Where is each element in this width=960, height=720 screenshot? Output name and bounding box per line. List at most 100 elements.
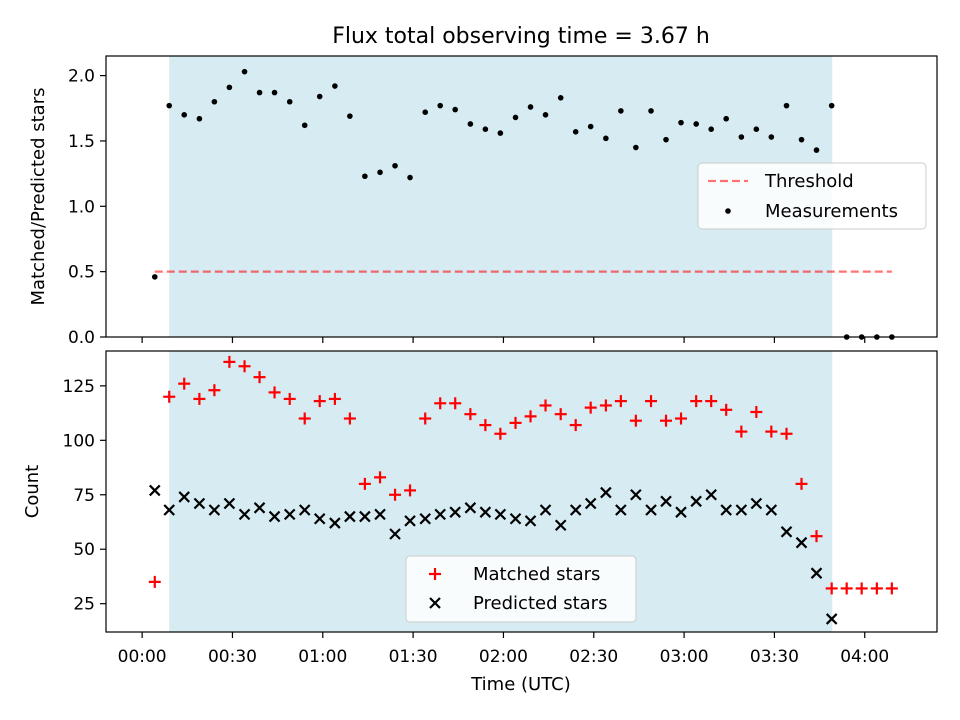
predicted-star-marker	[660, 495, 672, 508]
matched-star-marker	[750, 405, 763, 418]
matched-star-marker	[870, 582, 883, 595]
matched-star-marker	[885, 582, 898, 595]
matched-star-marker	[780, 427, 793, 440]
measurement-point	[633, 144, 639, 151]
matched-star-marker	[494, 427, 507, 440]
matched-star-marker	[675, 412, 688, 425]
measurement-point	[452, 106, 459, 113]
predicted-star-marker	[539, 504, 552, 516]
ratio-y-tick-label: 2.0	[68, 67, 95, 87]
predicted-star-marker	[795, 536, 808, 549]
matched-star-marker	[238, 360, 251, 373]
measurement-point	[407, 174, 413, 181]
predicted-star-marker	[419, 512, 431, 525]
matched-star-marker	[313, 395, 326, 408]
measurement-point	[828, 102, 835, 109]
predicted-star-marker	[389, 528, 401, 540]
matched-star-marker	[389, 488, 402, 501]
measurement-point	[603, 135, 609, 142]
matched-star-marker	[358, 477, 371, 490]
predicted-star-marker	[690, 495, 702, 508]
measurement-point	[226, 84, 233, 91]
matched-star-marker	[208, 384, 221, 397]
measurement-point	[753, 126, 760, 132]
count-y-tick-label: 125	[63, 377, 95, 397]
matched-star-marker	[855, 582, 868, 595]
measurement-point	[512, 114, 519, 121]
measurement-point	[693, 121, 699, 127]
measurement-point	[422, 109, 429, 115]
measurement-point	[572, 129, 579, 135]
measurement-point	[166, 102, 173, 109]
measurement-point	[211, 98, 218, 105]
matched-star-marker	[479, 419, 492, 432]
ratio-legend-box	[697, 162, 927, 230]
measurement-point	[557, 95, 564, 101]
measurement-point	[542, 112, 549, 118]
measurement-point	[497, 130, 504, 136]
matched-star-marker	[765, 425, 778, 438]
measurement-point	[768, 134, 775, 140]
x-tick-label: 04:00	[840, 647, 889, 667]
measurement-point	[738, 134, 745, 140]
x-tick-label: 03:00	[660, 647, 709, 667]
count-y-tick-label: 50	[73, 540, 95, 560]
measurement-point	[678, 119, 684, 126]
ratio-y-axis-label: Matched/Predicted stars	[28, 88, 49, 306]
matched-star-marker	[554, 408, 567, 421]
measurement-point	[798, 136, 805, 143]
measurement-point	[241, 68, 248, 75]
count-y-tick-label: 75	[73, 486, 95, 506]
predicted-star-marker	[810, 567, 823, 579]
measurement-point	[813, 147, 820, 153]
measurement-point	[256, 89, 263, 96]
matched-star-marker	[584, 401, 597, 414]
predicted-star-marker	[283, 508, 296, 521]
measurement-point	[587, 123, 594, 130]
matched-star-marker	[298, 412, 311, 425]
x-tick-label: 03:30	[750, 647, 799, 667]
predicted-star-marker	[298, 504, 311, 516]
measurement-point	[286, 98, 293, 105]
matched-star-marker	[404, 484, 417, 497]
predicted-star-marker	[765, 504, 778, 516]
matched-star-marker	[599, 399, 612, 412]
measurement-point	[392, 162, 398, 169]
predicted-star-marker	[253, 502, 266, 514]
predicted-star-marker	[344, 510, 356, 523]
predicted-star-marker	[630, 488, 642, 501]
predicted-star-marker	[208, 504, 221, 516]
matched-star-marker	[374, 471, 387, 484]
matched-star-marker	[434, 397, 447, 410]
predicted-star-marker	[178, 491, 191, 503]
matched-star-marker	[178, 377, 191, 390]
ratio-y-tick-label: 0.0	[68, 328, 95, 348]
predicted-star-marker	[569, 504, 582, 516]
ratio-y-tick-label: 1.5	[68, 132, 95, 152]
legend-matched-swatch	[429, 568, 441, 580]
predicted-star-marker	[524, 515, 537, 527]
predicted-star-marker	[464, 502, 477, 514]
matched-star-marker	[343, 412, 356, 425]
predicted-star-marker	[735, 504, 748, 516]
legend-matched-label: Matched stars	[473, 564, 600, 585]
predicted-star-marker	[329, 517, 341, 529]
measurement-point	[316, 93, 323, 100]
matched-star-marker	[524, 410, 537, 423]
legend-predicted-swatch	[429, 597, 441, 609]
measurement-point	[151, 274, 158, 280]
measurement-point	[196, 115, 203, 122]
predicted-star-marker	[374, 508, 386, 521]
x-tick-label: 01:00	[298, 647, 347, 667]
matched-star-marker	[795, 477, 808, 490]
ratio-panel: 0.00.51.01.52.0 Matched/Predicted stars …	[28, 55, 938, 348]
x-tick-label: 02:30	[569, 647, 618, 667]
predicted-star-marker	[705, 488, 717, 501]
matched-star-marker	[163, 390, 176, 403]
matched-star-marker	[449, 397, 462, 410]
ratio-y-tick-label: 0.5	[68, 263, 95, 283]
predicted-star-marker	[554, 519, 567, 532]
x-tick-label: 00:30	[208, 647, 257, 667]
count-y-tick-label: 100	[63, 431, 95, 451]
